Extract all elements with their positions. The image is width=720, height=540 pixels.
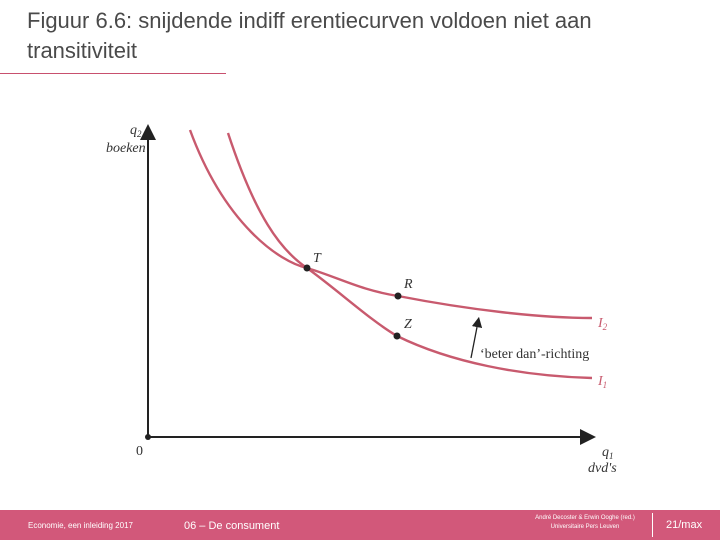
diagram: q2 boeken q1 dvd's 0 T R Z I2 I1 ‘beter … — [106, 123, 617, 476]
title-rule — [0, 73, 226, 74]
point-label: R — [403, 277, 413, 292]
point-dot — [303, 264, 311, 272]
curve-label: I2 — [597, 316, 608, 332]
annotation: ‘beter dan’-richting — [480, 347, 589, 362]
origin-label: 0 — [136, 444, 143, 459]
footer-separator — [652, 513, 653, 537]
origin-dot — [145, 434, 151, 440]
y-axis-name: boeken — [106, 141, 146, 156]
direction-arrow — [470, 316, 483, 359]
footer-chapter: 06 – De consument — [184, 520, 280, 532]
curve-subscript: 2 — [603, 322, 608, 332]
point-dot — [394, 292, 402, 300]
x-axis-name: dvd's — [588, 461, 617, 476]
x-subscript: 1 — [609, 451, 614, 461]
x-axis-symbol: q1 — [602, 445, 614, 461]
y-symbol: q — [130, 123, 137, 138]
x-symbol: q — [602, 445, 609, 460]
point-label: T — [313, 251, 322, 266]
footer-page: 21/max — [666, 519, 703, 531]
y-subscript: 2 — [137, 129, 142, 139]
point-label: Z — [404, 317, 412, 332]
footer-publisher: Universitaire Pers Leuven — [550, 524, 620, 530]
point-dot — [393, 332, 401, 340]
y-axis-symbol: q2 — [130, 123, 142, 139]
curve-i2 — [188, 129, 593, 320]
curve-symbol: I — [597, 316, 604, 331]
curve-symbol: I — [597, 374, 604, 389]
slide-title: Figuur 6.6: snijdende indiff erentiecurv… — [27, 8, 592, 63]
footer-left: Economie, een inleiding 2017 — [28, 521, 133, 530]
footer-authors: André Decoster & Erwin Ooghe (red.) — [535, 515, 635, 521]
curve-label: I1 — [597, 374, 607, 390]
footer: Economie, een inleiding 2017 06 – De con… — [0, 510, 720, 540]
footer-credits: André Decoster & Erwin Ooghe (red.) Univ… — [520, 514, 650, 532]
curve-i1 — [226, 132, 593, 380]
curve-subscript: 1 — [603, 380, 608, 390]
